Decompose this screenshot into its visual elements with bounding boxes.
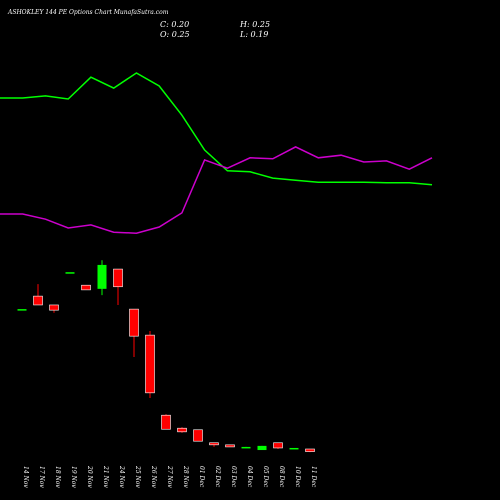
close-text: C: 0.20 (160, 20, 189, 29)
candle-body (65, 272, 75, 274)
candle-body (49, 304, 59, 311)
x-tick-label: 24 Nov (118, 465, 125, 488)
x-tick-label: 19 Nov (70, 466, 77, 488)
candle-body (113, 268, 123, 288)
candle-body (241, 446, 251, 449)
candle-body (273, 442, 283, 449)
candle-body (289, 447, 299, 450)
candle-body (305, 448, 315, 452)
candle-body (129, 308, 139, 337)
x-tick-label: 26 Nov (150, 465, 157, 488)
indicator-line (0, 72, 433, 186)
chart-title: ASHOKLEY 144 PE Options Chart MunafaSutr… (7, 9, 169, 16)
candle-body (33, 295, 43, 306)
candle-body (225, 444, 235, 448)
x-tick-label: 05 Dec (262, 466, 269, 488)
candle-body (257, 445, 267, 451)
candle-body (177, 427, 187, 433)
low-text: L: 0.19 (239, 30, 268, 39)
candle-body (193, 429, 203, 442)
x-tick-label: 21 Nov (102, 465, 109, 488)
x-tick-label: 11 Dec (310, 466, 317, 488)
open-text: O: 0.25 (160, 30, 190, 39)
x-tick-label: 18 Nov (54, 466, 61, 488)
candle-body (81, 284, 91, 291)
x-tick-label: 02 Dec (214, 466, 221, 488)
candle-body (97, 264, 107, 289)
high-text: H: 0.25 (239, 20, 270, 29)
x-tick-label: 03 Dec (230, 466, 237, 488)
x-tick-label: 25 Nov (134, 465, 141, 488)
candle-body (161, 414, 171, 430)
x-tick-label: 14 Nov (22, 466, 29, 488)
x-tick-label: 01 Dec (198, 466, 205, 488)
x-tick-label: 28 Nov (182, 465, 189, 488)
x-tick-label: 17 Nov (38, 466, 45, 488)
x-tick-label: 04 Dec (246, 466, 253, 488)
candle-body (145, 334, 155, 394)
candle-body (209, 442, 219, 446)
x-tick-label: 10 Dec (294, 466, 301, 488)
x-tick-label: 27 Nov (166, 465, 173, 488)
x-tick-label: 20 Nov (86, 465, 93, 488)
indicator-line (0, 146, 433, 234)
x-tick-label: 08 Dec (278, 466, 285, 488)
candle-body (17, 309, 27, 311)
